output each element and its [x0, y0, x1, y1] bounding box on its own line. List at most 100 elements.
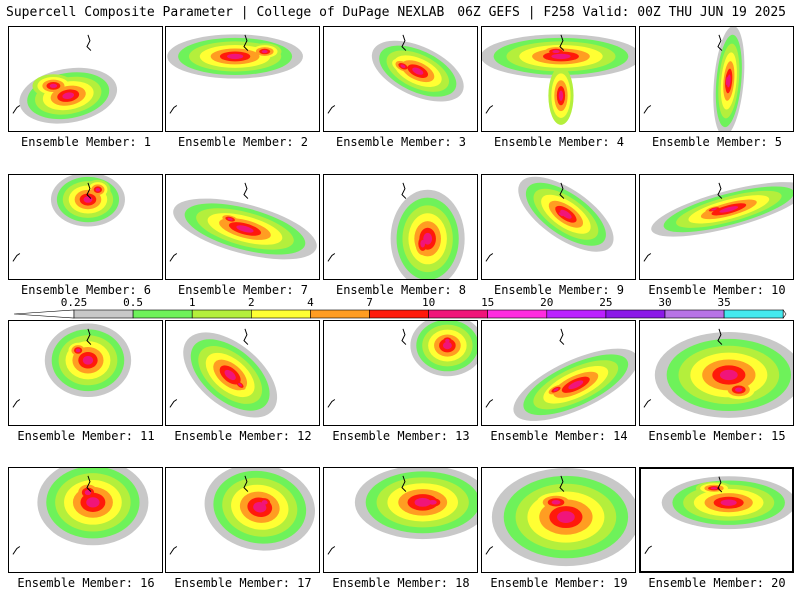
ensemble-member-label: Ensemble Member: 15 [648, 429, 786, 443]
lake-outline [86, 182, 92, 199]
colorbar-segment [132, 309, 193, 319]
ensemble-member-panel[interactable] [481, 26, 636, 132]
ensemble-member-label: Ensemble Member: 19 [490, 576, 628, 590]
lake-outline [86, 475, 92, 492]
scp-contour-map [327, 468, 477, 555]
scp-contour-fill [719, 206, 739, 213]
colorbar-segment [369, 309, 429, 319]
scp-contour-fill [227, 217, 233, 221]
scp-contour-fill [560, 209, 572, 219]
colorbar-segment [310, 309, 370, 319]
ensemble-member-panel[interactable] [323, 467, 478, 573]
scp-contour-fill [253, 502, 267, 513]
lake-outline [717, 34, 723, 51]
ensemble-member-label: Ensemble Member: 2 [177, 135, 309, 149]
scp-contour-map [12, 175, 125, 262]
colorbar-tick-label: 35 [717, 296, 731, 309]
scp-contour-map [644, 476, 792, 554]
coastline [169, 105, 178, 114]
ensemble-member-label: Ensemble Member: 4 [493, 135, 625, 149]
scp-contour-fill [95, 187, 101, 192]
ensemble-member-panel[interactable] [165, 174, 320, 280]
scp-contour-fill [557, 511, 575, 523]
colorbar-segment [664, 309, 725, 319]
ensemble-member-panel[interactable] [165, 26, 320, 132]
coastline [327, 546, 336, 555]
ensemble-member-label: Ensemble Member: 9 [493, 283, 625, 297]
ensemble-member-label: Ensemble Member: 20 [648, 576, 786, 590]
scp-contour-map [167, 34, 303, 114]
lake-outline [86, 34, 92, 51]
scp-contour-map [169, 468, 315, 555]
scp-contour-fill [414, 497, 431, 507]
scp-contour-fill [551, 53, 571, 60]
scp-contour-fill [552, 50, 560, 53]
ensemble-member-panel[interactable] [639, 26, 794, 132]
scp-contour-fill [420, 239, 426, 248]
colorbar-tick-label: 30 [658, 296, 672, 309]
scp-contour-fill [400, 64, 406, 68]
colorbar-segment [605, 309, 666, 319]
colorbar-tick-label: 10 [421, 296, 436, 309]
scp-contour-map [643, 182, 793, 262]
ensemble-member-panel[interactable] [165, 467, 320, 573]
map-title: Supercell Composite Parameter | College … [6, 5, 445, 20]
scp-contour-fill [711, 208, 717, 211]
ensemble-member-label: Ensemble Member: 1 [20, 135, 152, 149]
ensemble-member-label: Ensemble Member: 6 [20, 283, 152, 297]
scp-contour-fill [238, 383, 242, 387]
scp-contour-fill [710, 487, 718, 490]
scp-contour-map [482, 34, 635, 125]
coastline [12, 399, 21, 408]
ensemble-member-label: Ensemble Member: 3 [335, 135, 467, 149]
lake-outline [243, 34, 249, 51]
colorbar-max-arrow [782, 309, 787, 319]
scp-contour-fill [83, 196, 93, 203]
lake-outline [559, 475, 565, 492]
scp-contour-fill [428, 499, 437, 505]
ensemble-member-panel[interactable] [639, 467, 794, 573]
ensemble-member-panel[interactable] [165, 320, 320, 426]
coastline [643, 253, 652, 262]
ensemble-member-label: Ensemble Member: 5 [651, 135, 783, 149]
ensemble-member-panel[interactable] [323, 26, 478, 132]
colorbar-tick-label: 20 [540, 296, 554, 309]
scp-contour-fill [558, 212, 564, 217]
ensemble-member-label: Ensemble Member: 16 [17, 576, 155, 590]
ensemble-member-panel[interactable] [8, 174, 163, 280]
scp-contour-fill [551, 500, 561, 505]
ensemble-member-panel[interactable] [639, 320, 794, 426]
colorbar-segment [723, 309, 784, 319]
coastline [12, 546, 21, 555]
ensemble-member-panel[interactable] [481, 320, 636, 426]
scp-contour-fill [75, 348, 81, 353]
ensemble-member-panel[interactable] [481, 174, 636, 280]
model-valid-time: 06Z GEFS | F258 Valid: 00Z THU JUN 19 20… [457, 5, 786, 20]
scp-contour-map [485, 328, 635, 421]
colorbar-tick-label: 0.5 [123, 296, 144, 309]
scp-contour-map [327, 182, 465, 279]
coastline [485, 253, 494, 262]
scp-contour-fill [261, 50, 268, 53]
ensemble-member-panel[interactable] [8, 467, 163, 573]
scp-contour-map [12, 323, 132, 408]
colorbar-tick-label: 1 [188, 296, 196, 309]
ensemble-member-panel[interactable] [8, 26, 163, 132]
ensemble-member-panel[interactable] [323, 320, 478, 426]
scp-contour-fill [49, 83, 58, 88]
lake-outline [717, 328, 723, 345]
ensemble-member-panel[interactable] [481, 467, 636, 573]
colorbar-tick-label: 4 [307, 296, 314, 309]
lake-outline [243, 475, 249, 492]
ensemble-member-label: Ensemble Member: 8 [335, 283, 467, 297]
scp-contour-fill [82, 355, 94, 365]
ensemble-member-panel[interactable] [8, 320, 163, 426]
colorbar-tick-label: 25 [599, 296, 613, 309]
colorbar-min-arrow [13, 309, 75, 319]
coastline [327, 253, 336, 262]
coastline [169, 399, 178, 408]
scp-contour-fill [226, 53, 244, 60]
ensemble-member-panel[interactable] [639, 174, 794, 280]
ensemble-member-panel[interactable] [323, 174, 478, 280]
lake-outline [401, 328, 407, 345]
